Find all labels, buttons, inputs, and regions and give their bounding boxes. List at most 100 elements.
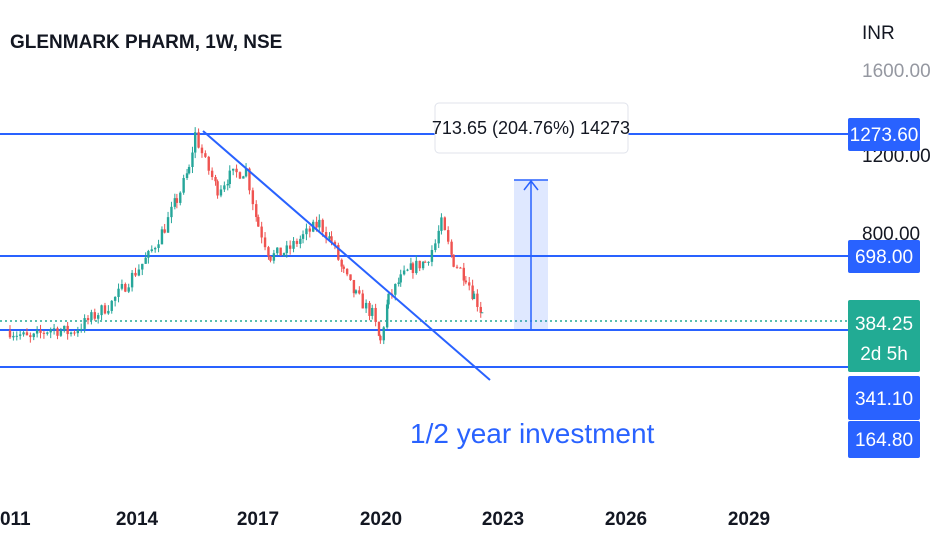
candle-body	[124, 284, 127, 292]
candle-body	[35, 330, 39, 334]
candle-body	[18, 334, 22, 336]
y-tick-label: 1600.00	[862, 61, 931, 82]
candle-body	[399, 274, 402, 283]
candle-body	[191, 152, 194, 167]
candle-body	[434, 243, 437, 250]
candle-body	[130, 272, 134, 288]
candle-body	[269, 256, 272, 261]
candle-body	[147, 250, 150, 258]
candle-body	[56, 328, 59, 336]
candle-body	[382, 327, 385, 341]
price-tag-label: 164.80	[855, 430, 913, 451]
candle-body	[292, 240, 295, 249]
trendline[interactable]	[202, 130, 491, 381]
candle-body	[406, 269, 409, 271]
candle-body	[166, 217, 170, 233]
candle-body	[349, 274, 352, 281]
candle-body	[315, 221, 318, 228]
candle-body	[73, 332, 76, 334]
candle-body	[93, 312, 96, 319]
candle-body	[276, 247, 279, 254]
candle-body	[235, 168, 238, 173]
candle-body	[427, 261, 430, 263]
candle-body	[214, 177, 217, 182]
candle-body	[187, 166, 191, 174]
candle-body	[231, 168, 235, 171]
candle-body	[150, 249, 153, 251]
candle-body	[8, 330, 12, 338]
measure-arrow-head-icon	[523, 179, 539, 191]
candle-body	[371, 307, 374, 316]
candle-body	[364, 302, 368, 309]
candle-body	[244, 168, 248, 177]
y-tick-label: 1200.00	[862, 146, 931, 167]
price-tag-label: 698.00	[855, 247, 913, 268]
candle-body	[257, 217, 260, 227]
candle-body	[437, 230, 440, 244]
candle-body	[301, 234, 305, 239]
candle-body	[462, 267, 466, 281]
candle-body	[96, 315, 100, 319]
candle-body	[479, 306, 482, 313]
price-tag-341: 341.10	[848, 376, 920, 420]
candle-body	[345, 268, 349, 275]
candle-body	[340, 259, 343, 267]
candle-body	[52, 328, 56, 330]
candle-body	[423, 261, 427, 263]
candle-body	[361, 293, 364, 309]
candle-body	[15, 335, 18, 337]
candle-body	[358, 290, 361, 294]
price-tag-label: 1273.60	[850, 125, 919, 146]
candle-body	[69, 332, 73, 335]
candle-body	[279, 247, 282, 256]
x-tick-label: 2029	[728, 509, 770, 530]
candle-body	[402, 270, 406, 275]
annotation-text: 1/2 year investment	[410, 418, 655, 449]
candle-body	[63, 325, 66, 331]
candle-body	[352, 280, 356, 294]
candle-body	[103, 305, 107, 314]
candle-body	[49, 329, 52, 333]
candle-body	[204, 153, 207, 157]
candle-body	[141, 263, 144, 270]
candle-body	[46, 332, 49, 334]
candle-body	[113, 296, 117, 301]
candle-body	[117, 288, 120, 297]
candle-body	[452, 254, 455, 267]
candle-body	[144, 257, 147, 264]
candle-body	[260, 226, 263, 238]
candle-body	[468, 282, 471, 286]
candle-body	[295, 240, 299, 244]
candle-body	[476, 293, 479, 307]
candle-body	[299, 238, 302, 244]
candle-body	[354, 290, 358, 294]
candle-body	[440, 217, 443, 231]
candle-body	[160, 229, 164, 245]
x-tick-label: 2017	[237, 509, 279, 530]
candle-body	[387, 293, 390, 305]
candle-body	[207, 156, 210, 171]
candle-body	[100, 305, 103, 316]
price-tag-last: 384.25 2d 5h	[848, 300, 920, 372]
price-tag-label: 341.10	[855, 389, 913, 410]
candle-body	[32, 333, 35, 338]
price-tag-164: 164.80	[848, 421, 920, 458]
candle-body	[76, 330, 80, 334]
price-tag-698: 698.00	[848, 240, 920, 273]
x-tick-label: 2011	[0, 509, 31, 530]
price-tag-label: 384.25	[855, 314, 913, 335]
candle-body	[110, 300, 113, 311]
candle-body	[443, 217, 447, 231]
x-tick-label: 2014	[116, 509, 159, 530]
x-tick-label: 2020	[360, 509, 402, 530]
candle-body	[39, 330, 42, 333]
candle-body	[163, 229, 166, 233]
candle-body	[272, 253, 276, 261]
candle-body	[182, 178, 185, 193]
candle-body	[430, 249, 434, 262]
candle-body	[285, 245, 288, 254]
candle-body	[374, 307, 377, 322]
candle-body	[409, 263, 413, 270]
measure-label: 713.65 (204.76%) 14273	[432, 118, 630, 138]
